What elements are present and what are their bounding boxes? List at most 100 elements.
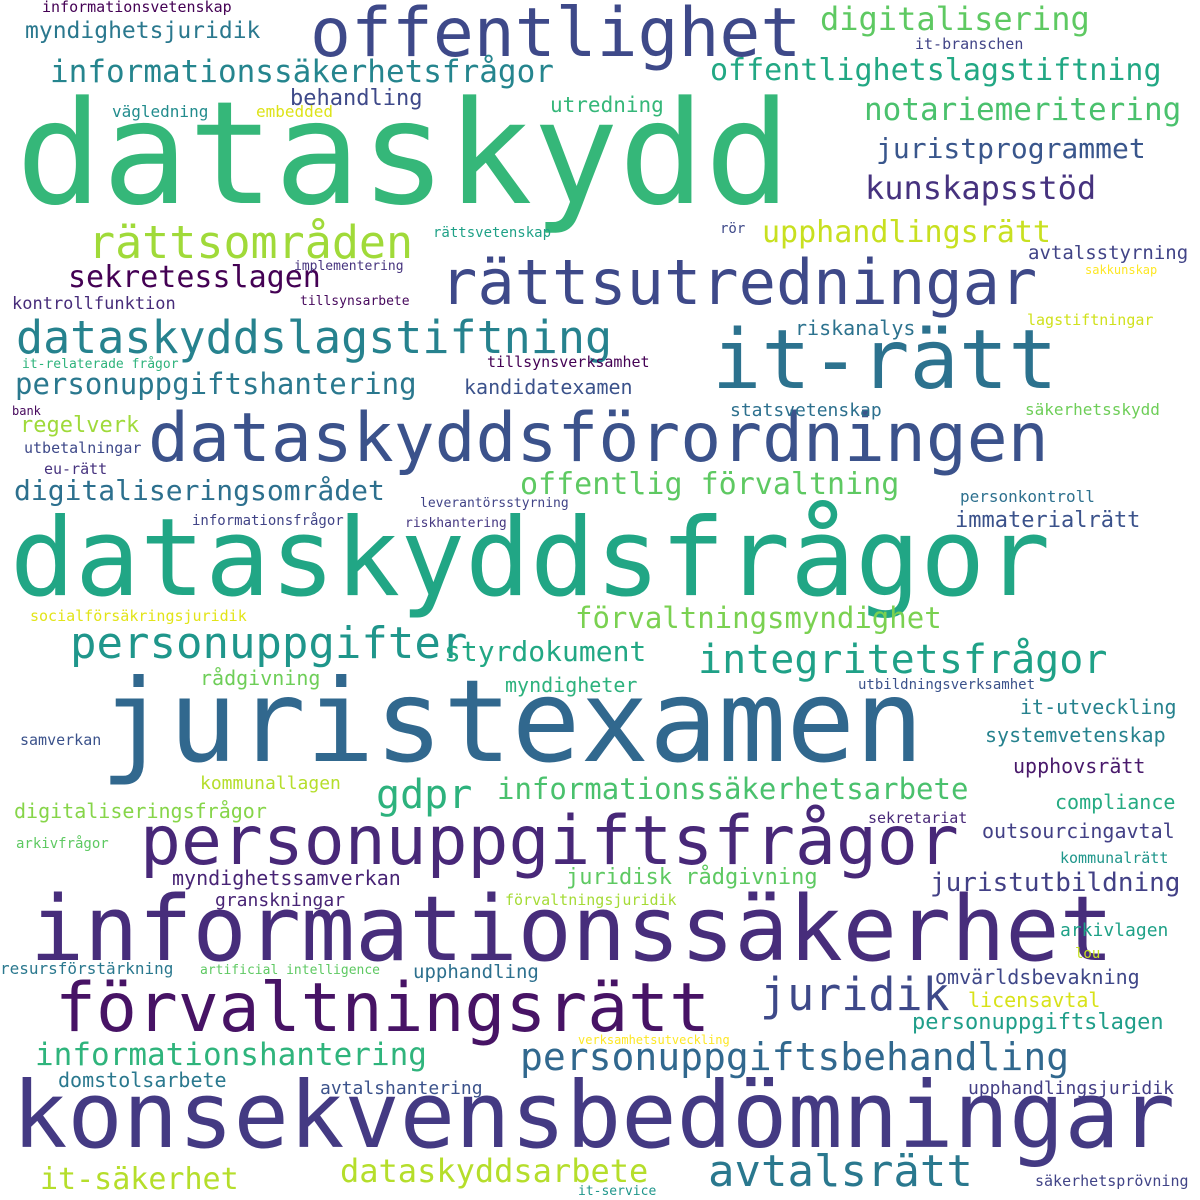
word-rattsomraden: rättsområden — [88, 216, 414, 269]
word-integritetsfragor: integritetsfrågor — [698, 637, 1108, 683]
word-outsourcingavtal: outsourcingavtal — [982, 819, 1175, 843]
word-notariemeritering: notariemeritering — [864, 92, 1182, 128]
word-upphandlingsratt: upphandlingsrätt — [762, 215, 1051, 250]
word-myndighetssamverkan: myndighetssamverkan — [172, 866, 401, 890]
word-riskanalys: riskanalys — [795, 316, 916, 340]
word-personuppgiftslagen: personuppgiftslagen — [912, 1010, 1164, 1035]
word-personuppgiftshantering: personuppgiftshantering — [15, 367, 417, 401]
word-dataskydd: dataskydd — [16, 70, 791, 237]
word-immaterialratt: immaterialrätt — [955, 508, 1141, 533]
word-gdpr: gdpr — [376, 772, 473, 818]
word-avtalshantering: avtalshantering — [320, 1078, 483, 1099]
word-rattsvetenskap: rättsvetenskap — [433, 225, 552, 241]
word-behandling: behandling — [290, 86, 423, 111]
word-dataskyddsarbete: dataskyddsarbete — [340, 1152, 649, 1190]
word-informationshantering: informationshantering — [35, 1037, 427, 1073]
word-embedded: embedded — [256, 102, 334, 121]
word-forvaltningsratt: förvaltningsrätt — [55, 969, 711, 1048]
word-granskningar: granskningar — [215, 890, 346, 911]
word-utbildningsverksamhet: utbildningsverksamhet — [858, 677, 1036, 693]
word-verksamhetsutveckling: verksamhetsutveckling — [578, 1033, 730, 1047]
word-arkivfragor: arkivfrågor — [16, 836, 109, 852]
word-digitaliseringsfragor: digitaliseringsfrågor — [14, 799, 267, 823]
word-kunskapsstod: kunskapsstöd — [865, 169, 1097, 207]
word-arkivlagen: arkivlagen — [1060, 920, 1169, 941]
word-kandidatexamen: kandidatexamen — [464, 375, 633, 399]
word-lagstiftningar: lagstiftningar — [1027, 311, 1154, 329]
word-upphandlingsjuridik: upphandlingsjuridik — [968, 1078, 1174, 1099]
word-implementering: implementering — [294, 259, 404, 274]
word-domstolsarbete: domstolsarbete — [58, 1068, 227, 1092]
word-kommunallagen: kommunallagen — [200, 773, 341, 794]
word-tillsynsverksamhet: tillsynsverksamhet — [487, 353, 650, 371]
word-licensavtal: licensavtal — [968, 988, 1101, 1012]
word-kommunalratt: kommunalrätt — [1060, 849, 1169, 867]
word-sakerhetsskydd: säkerhetsskydd — [1025, 400, 1160, 419]
word-juridisk-radgivning: juridisk rådgivning — [566, 865, 818, 890]
word-regelverk: regelverk — [20, 413, 140, 438]
word-personuppgiftsfragor: personuppgiftsfrågor — [140, 802, 959, 881]
word-offentlig-forvaltning: offentlig förvaltning — [520, 467, 900, 502]
word-systemvetenskap: systemvetenskap — [985, 723, 1166, 747]
word-lou: lou — [1075, 946, 1101, 962]
word-myndigheter: myndigheter — [505, 673, 638, 697]
word-upphovsratt: upphovsrätt — [1013, 754, 1146, 778]
word-personuppgiftsbehandling: personuppgiftsbehandling — [520, 1035, 1070, 1079]
word-artificial-intelligence: artificial intelligence — [200, 963, 381, 978]
word-digitalisering: digitalisering — [820, 0, 1090, 38]
word-juristexamen: juristexamen — [100, 655, 924, 788]
word-avtalsratt: avtalsrätt — [708, 1146, 973, 1197]
word-informationssakerhetsfragor: informationssäkerhetsfrågor — [50, 54, 554, 90]
word-utredning: utredning — [550, 93, 664, 117]
word-it-sakerhet: it-säkerhet — [40, 1162, 239, 1197]
word-juristutbildning: juristutbildning — [930, 868, 1181, 898]
word-resursforstarkning: resursförstärkning — [0, 959, 174, 978]
word-myndighetsjuridik: myndighetsjuridik — [25, 18, 261, 44]
word-rattsutredningar: rättsutredningar — [440, 246, 1038, 319]
word-sekretariat: sekretariat — [868, 809, 968, 827]
word-dataskyddsfragor: dataskyddsfrågor — [10, 496, 1051, 621]
word-omvarldsbevakning: omvärldsbevakning — [935, 965, 1140, 989]
word-dataskyddsforordningen: dataskyddsförordningen — [148, 399, 1049, 478]
word-styrdokument: styrdokument — [444, 635, 647, 668]
word-juridik: juridik — [760, 968, 950, 1021]
word-compliance: compliance — [1055, 790, 1176, 814]
word-it-branschen: it-branschen — [915, 35, 1024, 53]
word-informationsvetenskap: informationsvetenskap — [42, 0, 232, 16]
word-dataskyddslagstiftning: dataskyddslagstiftning — [16, 311, 613, 364]
word-informationsfragor: informationsfrågor — [192, 513, 344, 529]
word-kontrollfunktion: kontrollfunktion — [12, 294, 176, 314]
word-personkontroll: personkontroll — [960, 487, 1095, 506]
word-personuppgifter: personuppgifter — [70, 618, 468, 669]
word-ror: rör — [720, 221, 746, 237]
word-sekretesslagen: sekretesslagen — [68, 260, 321, 295]
word-avtalsstyrning: avtalsstyrning — [1028, 242, 1189, 264]
word-it-relaterade-fragor: it-relaterade frågor — [22, 357, 179, 372]
word-bank: bank — [12, 404, 41, 418]
word-samverkan: samverkan — [20, 731, 102, 749]
word-offentlighetslagstiftning: offentlighetslagstiftning — [710, 53, 1162, 88]
word-tillsynsarbete: tillsynsarbete — [300, 294, 410, 309]
word-socialforsakringsjuridik: socialförsäkringsjuridik — [30, 607, 247, 625]
word-juristprogrammet: juristprogrammet — [876, 132, 1146, 165]
word-informationssakerhet: informationssäkerhet — [30, 877, 1114, 982]
word-konsekvensbedomningar: konsekvensbedömningar — [12, 1062, 1176, 1169]
word-upphandling: upphandling — [413, 961, 539, 983]
word-vagledning: vägledning — [112, 102, 209, 121]
word-utbetalningar: utbetalningar — [24, 439, 142, 457]
word-it-ratt: it-rätt — [712, 313, 1058, 408]
word-radgivning: rådgivning — [200, 666, 321, 690]
word-riskhantering: riskhantering — [405, 516, 507, 531]
word-eu-ratt: eu-rätt — [44, 460, 108, 478]
word-sakkunskap: sakkunskap — [1085, 263, 1158, 277]
word-forvaltningsjuridik: förvaltningsjuridik — [505, 891, 677, 909]
word-statsvetenskap: statsvetenskap — [730, 400, 882, 421]
word-offentlighet: offentlighet — [310, 0, 802, 73]
word-forvaltningsmyndighet: förvaltningsmyndighet — [575, 601, 942, 635]
word-it-service: it-service — [578, 1184, 657, 1199]
word-informationssakerhetsarbete: informationssäkerhetsarbete — [497, 772, 969, 806]
word-leverantorsstyrning: leverantörsstyrning — [420, 496, 569, 511]
word-digitaliseringsomradet: digitaliseringsområdet — [14, 474, 385, 507]
word-sakerhetsprovning: säkerhetsprövning — [1035, 1172, 1189, 1190]
